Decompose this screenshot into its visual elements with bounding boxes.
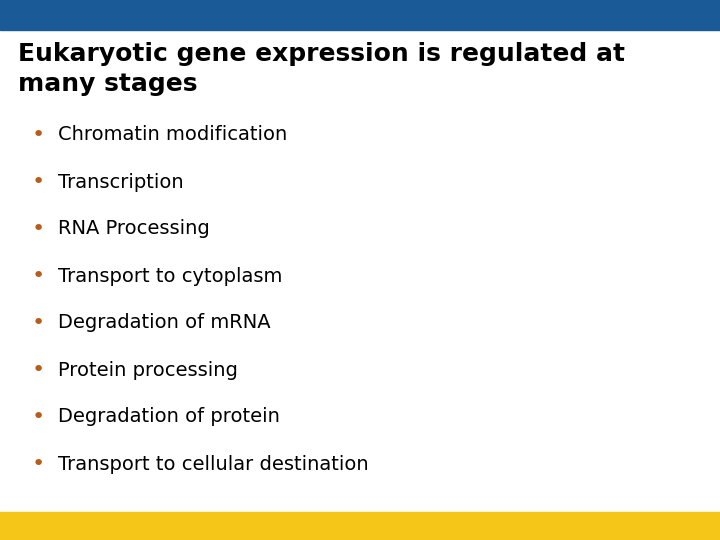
Text: •: • xyxy=(32,125,45,145)
Text: •: • xyxy=(32,360,45,380)
Text: Degradation of mRNA: Degradation of mRNA xyxy=(58,314,271,333)
Text: Transport to cytoplasm: Transport to cytoplasm xyxy=(58,267,282,286)
Text: Protein processing: Protein processing xyxy=(58,361,238,380)
Text: •: • xyxy=(32,313,45,333)
Text: Transcription: Transcription xyxy=(58,172,184,192)
Bar xyxy=(0,512,720,540)
Bar xyxy=(0,0,720,30)
Text: •: • xyxy=(32,172,45,192)
Text: Chromatin modification: Chromatin modification xyxy=(58,125,287,145)
Text: Degradation of protein: Degradation of protein xyxy=(58,408,280,427)
Text: RNA Processing: RNA Processing xyxy=(58,219,210,239)
Text: •: • xyxy=(32,219,45,239)
Text: Eukaryotic gene expression is regulated at
many stages: Eukaryotic gene expression is regulated … xyxy=(18,42,625,96)
Text: •: • xyxy=(32,266,45,286)
Text: Transport to cellular destination: Transport to cellular destination xyxy=(58,455,369,474)
Text: © 2011 Pearson Education, Inc.: © 2011 Pearson Education, Inc. xyxy=(14,521,179,531)
Text: •: • xyxy=(32,454,45,474)
Text: •: • xyxy=(32,407,45,427)
